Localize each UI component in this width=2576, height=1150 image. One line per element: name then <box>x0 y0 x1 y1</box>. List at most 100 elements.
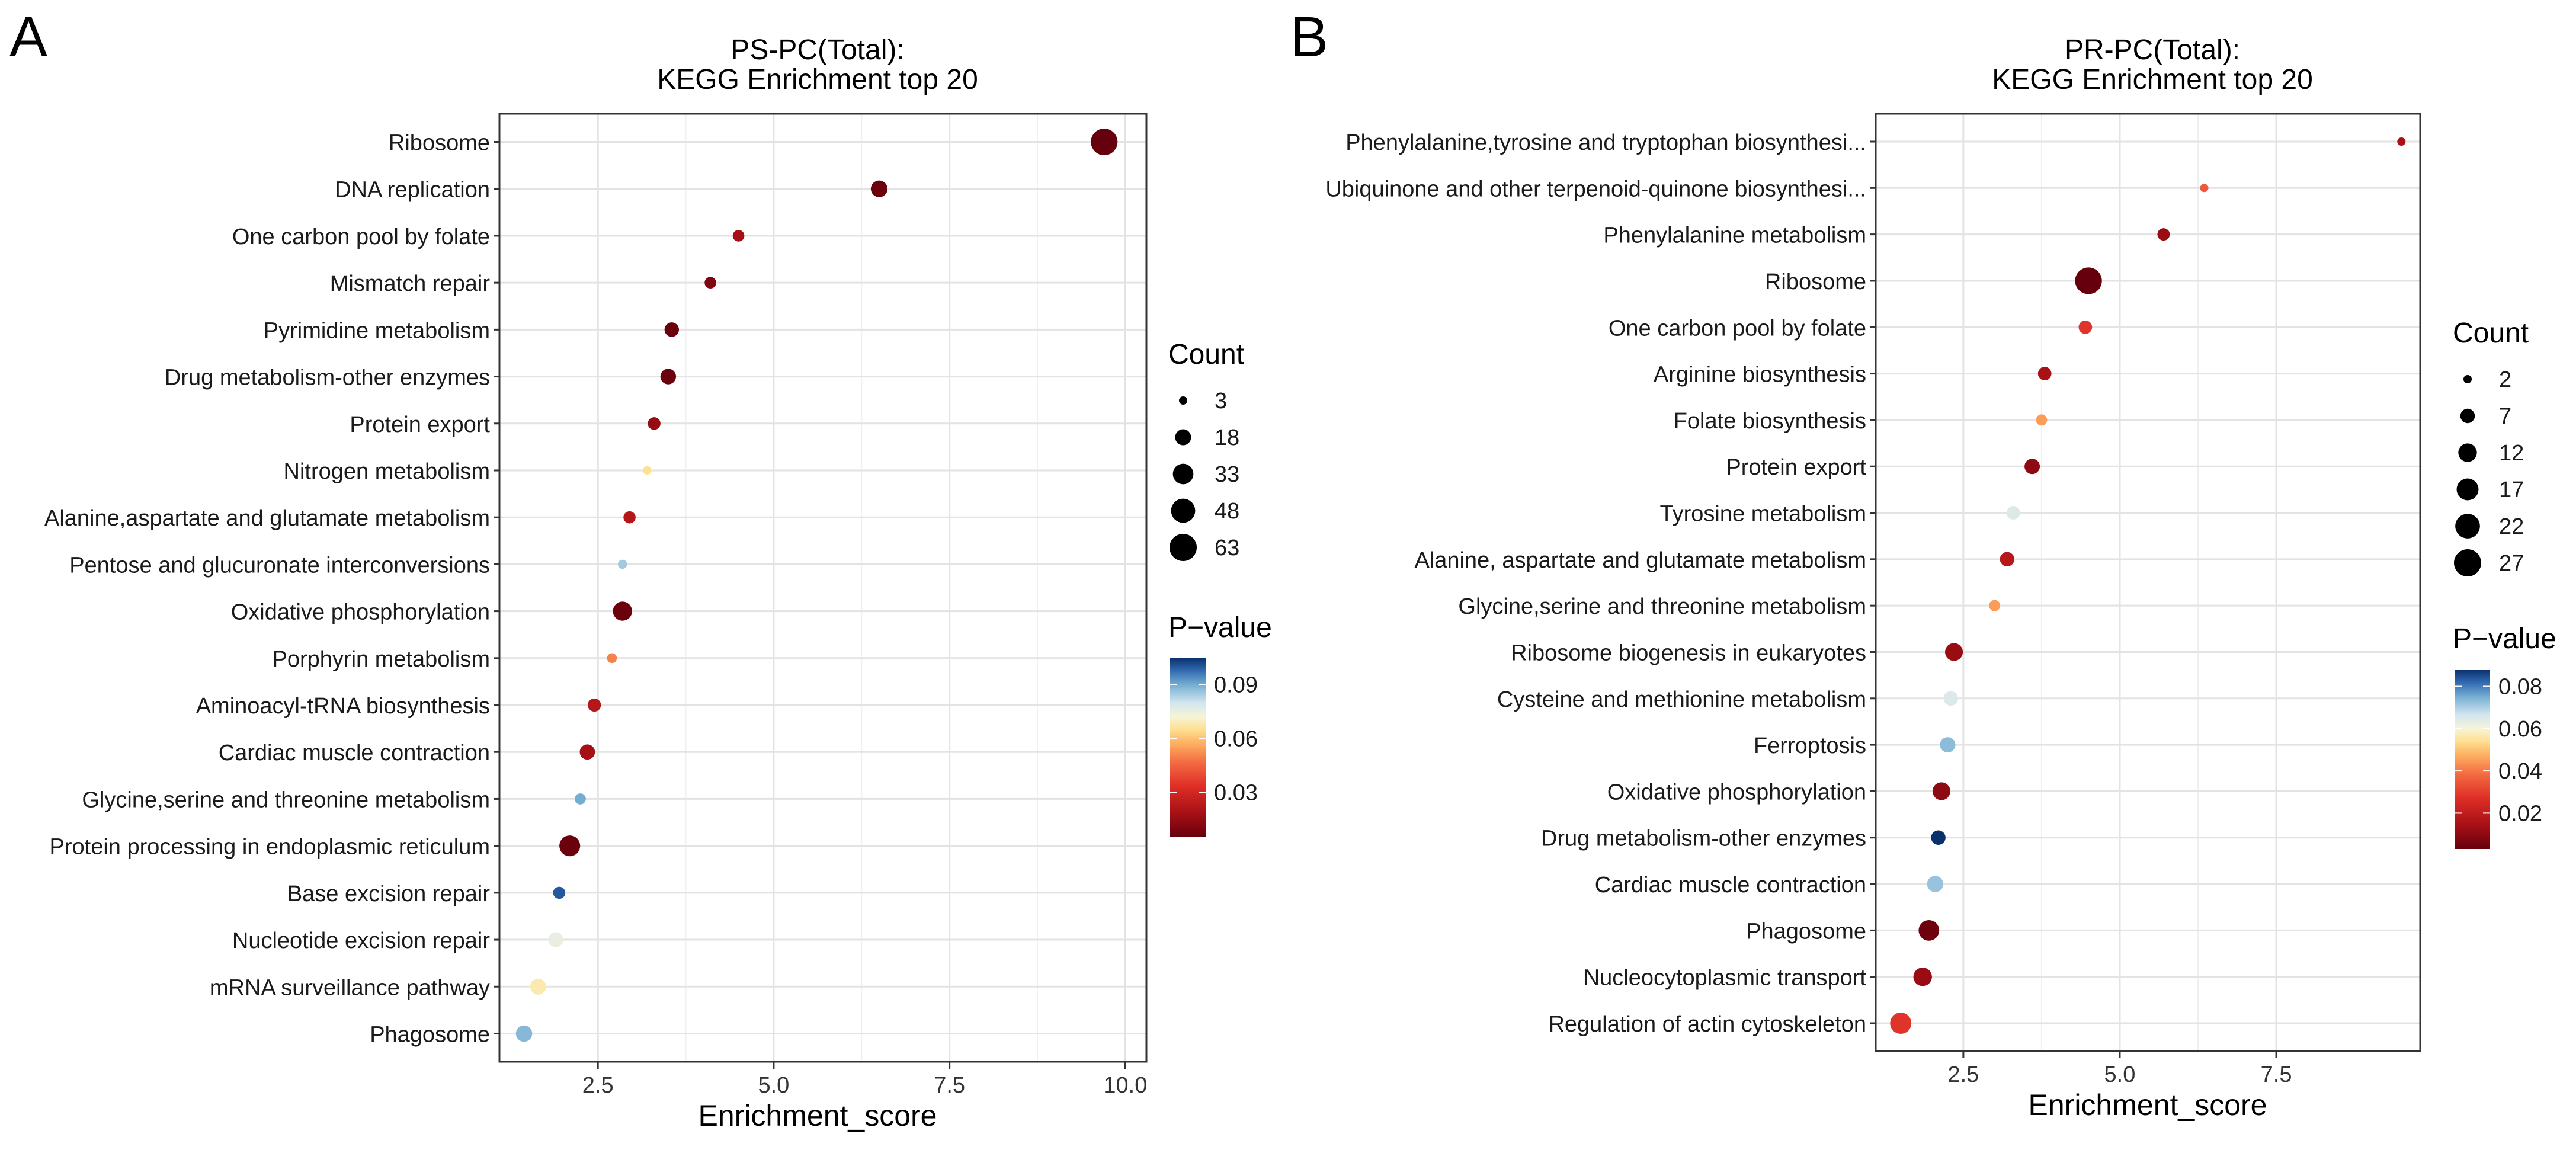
plot-background <box>1876 114 2420 1051</box>
color-legend-title: P−value <box>2453 623 2556 655</box>
size-legend-label: 3 <box>1215 389 1227 414</box>
data-point <box>2036 414 2048 426</box>
data-point <box>623 511 636 524</box>
data-point <box>1940 737 1956 753</box>
y-tick-label: Alanine,aspartate and glutamate metaboli… <box>44 506 490 531</box>
data-point <box>1890 1013 1912 1034</box>
y-tick-label: Pyrimidine metabolism <box>264 318 490 343</box>
colorbar <box>1170 658 1206 837</box>
y-tick-label: Drug metabolism-other enzymes <box>165 366 490 390</box>
y-tick-label: Ferroptosis <box>1754 733 1866 758</box>
y-tick-label: Phagosome <box>1746 919 1866 944</box>
data-point <box>530 978 546 995</box>
panel-b: B PR-PC(Total):KEGG Enrichment top 20 Phen… <box>1290 5 2556 1122</box>
chart-title-line: PS-PC(Total): <box>730 34 904 66</box>
colorbar-label: 0.02 <box>2498 801 2542 826</box>
size-legend-label: 2 <box>2499 367 2511 392</box>
data-point <box>1989 600 2001 611</box>
x-tick-label: 2.5 <box>582 1073 614 1098</box>
y-tick-label: Oxidative phosphorylation <box>1607 780 1866 805</box>
size-legend-dot <box>1170 534 1197 561</box>
y-tick-label: Oxidative phosphorylation <box>231 600 490 625</box>
data-point <box>664 322 679 337</box>
y-tick-label: Protein processing in endoplasmic reticu… <box>50 835 490 860</box>
data-point <box>648 417 661 430</box>
size-legend-label: 17 <box>2499 478 2524 502</box>
size-legend-dot <box>2460 408 2475 424</box>
data-point <box>704 277 716 289</box>
data-point <box>1943 691 1958 706</box>
y-tick-label: Folate biosynthesis <box>1674 409 1866 434</box>
colorbar <box>2455 670 2490 849</box>
y-tick-label: mRNA surveillance pathway <box>210 975 490 1000</box>
chart-title-line: PR-PC(Total): <box>2065 34 2240 66</box>
y-tick-label: One carbon pool by folate <box>1609 316 1866 341</box>
x-tick-label: 5.0 <box>758 1073 789 1098</box>
data-point <box>2037 367 2052 380</box>
data-point <box>1932 782 1950 800</box>
data-point <box>2078 320 2093 334</box>
y-tick-label: DNA replication <box>335 178 490 203</box>
data-point <box>2024 459 2040 475</box>
y-tick-label: Base excision repair <box>287 882 491 906</box>
x-tick-label: 5.0 <box>2104 1062 2136 1087</box>
colorbar-label: 0.06 <box>1214 726 1258 751</box>
plot-background <box>499 114 1146 1062</box>
y-tick-label: One carbon pool by folate <box>232 225 490 249</box>
data-point <box>2157 228 2170 241</box>
data-point <box>1927 876 1944 892</box>
size-legend-dot <box>2463 375 2472 383</box>
chart-title-line: KEGG Enrichment top 20 <box>1992 64 2313 95</box>
size-legend-label: 63 <box>1215 536 1239 560</box>
data-point <box>2075 267 2102 294</box>
x-tick-label: 7.5 <box>2261 1062 2292 1087</box>
y-tick-label: Tyrosine metabolism <box>1660 502 1866 527</box>
size-legend-title: Count <box>2453 318 2529 349</box>
data-point <box>732 230 745 242</box>
data-point <box>2200 184 2209 193</box>
y-tick-label: Regulation of actin cytoskeleton <box>1548 1012 1866 1037</box>
x-tick-label: 7.5 <box>934 1073 965 1098</box>
size-legend-label: 27 <box>2499 551 2524 576</box>
data-point <box>588 698 601 712</box>
y-tick-label: Mismatch repair <box>330 271 491 296</box>
data-point <box>607 653 617 664</box>
data-point <box>548 932 563 947</box>
panel-a: A PS-PC(Total):KEGG Enrichment top 20 Ribo… <box>9 5 1272 1132</box>
y-tick-label: Phenylalanine metabolism <box>1603 223 1866 248</box>
size-legend-label: 7 <box>2499 404 2511 429</box>
y-tick-label: Phagosome <box>370 1022 490 1047</box>
data-point <box>575 793 586 805</box>
colorbar-label: 0.09 <box>1214 672 1258 697</box>
data-point <box>579 744 595 760</box>
y-tick-label: Porphyrin metabolism <box>273 647 490 672</box>
panel-letter: A <box>9 5 47 69</box>
y-tick-label: Protein export <box>350 412 490 437</box>
x-tick-label: 2.5 <box>1947 1062 1979 1087</box>
x-axis-title: Enrichment_score <box>699 1099 937 1132</box>
data-point <box>1091 129 1118 156</box>
x-axis-title: Enrichment_score <box>2029 1088 2267 1122</box>
data-point <box>515 1025 533 1042</box>
data-point <box>618 559 627 569</box>
y-tick-label: Cardiac muscle contraction <box>1595 873 1866 898</box>
y-tick-label: Protein export <box>1726 455 1866 480</box>
y-tick-label: Ubiquinone and other terpenoid-quinone b… <box>1325 177 1866 201</box>
plot-border <box>498 113 1148 1063</box>
size-legend-label: 22 <box>2499 514 2524 539</box>
colorbar-label: 0.04 <box>2498 759 2542 784</box>
size-legend-dot <box>2455 514 2480 539</box>
y-tick-label: Cysteine and methionine metabolism <box>1497 687 1866 712</box>
plot-border <box>1875 113 2421 1052</box>
size-legend-dot <box>1172 463 1194 485</box>
data-point <box>643 466 652 475</box>
data-point <box>1913 968 1932 986</box>
size-legend-title: Count <box>1168 339 1244 370</box>
size-legend-label: 33 <box>1215 462 1239 487</box>
data-point <box>660 369 677 385</box>
data-point <box>1944 643 1963 661</box>
size-legend-dot <box>2456 478 2479 501</box>
chart-title-line: KEGG Enrichment top 20 <box>657 64 978 95</box>
y-tick-label: Glycine,serine and threonine metabolism <box>82 787 490 812</box>
size-legend-dot <box>2458 443 2477 462</box>
